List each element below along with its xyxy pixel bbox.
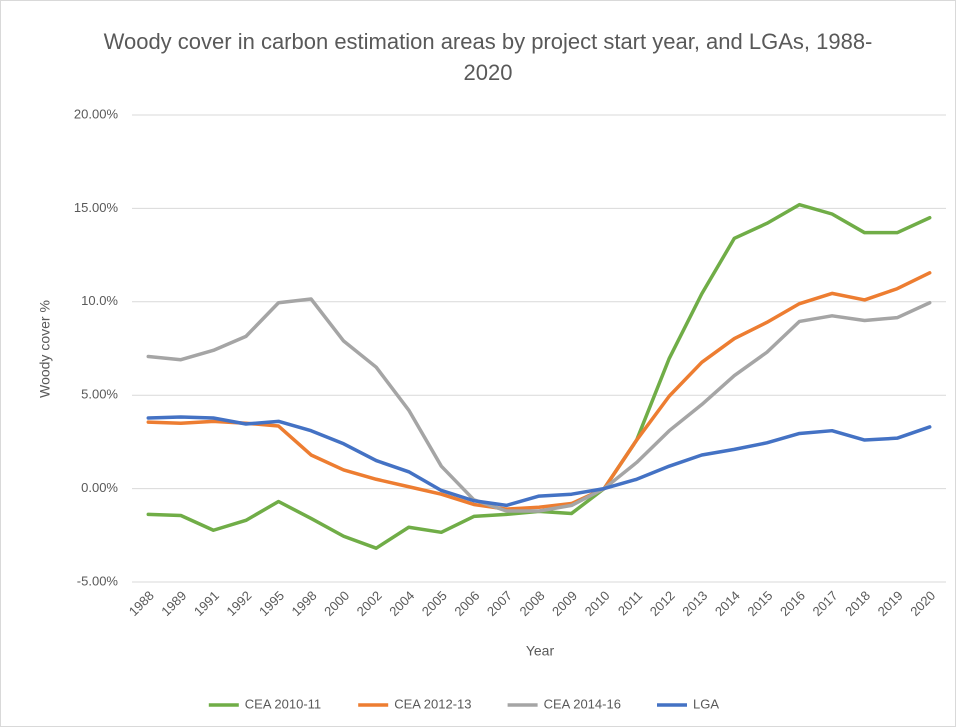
series-line (146, 297, 932, 513)
y-tick-label: 15.00% (74, 200, 119, 215)
legend-label: LGA (693, 696, 719, 711)
series-line (146, 271, 932, 511)
y-tick-label: 10.0% (81, 293, 118, 308)
y-tick-label: 0.00% (81, 480, 118, 495)
x-axis-label: Year (526, 643, 555, 659)
legend-label: CEA 2012-13 (394, 696, 471, 711)
series-line (146, 415, 932, 508)
legend-label: CEA 2010-11 (245, 696, 321, 711)
legend-label: CEA 2014-16 (544, 696, 621, 711)
y-axis-label: Woody cover % (37, 300, 53, 398)
chart-title: Woody cover in carbon estimation areas b… (103, 29, 873, 85)
y-tick-label: 20.00% (74, 106, 119, 121)
y-tick-label: -5.00% (77, 573, 119, 588)
y-tick-label: 5.00% (81, 387, 118, 402)
